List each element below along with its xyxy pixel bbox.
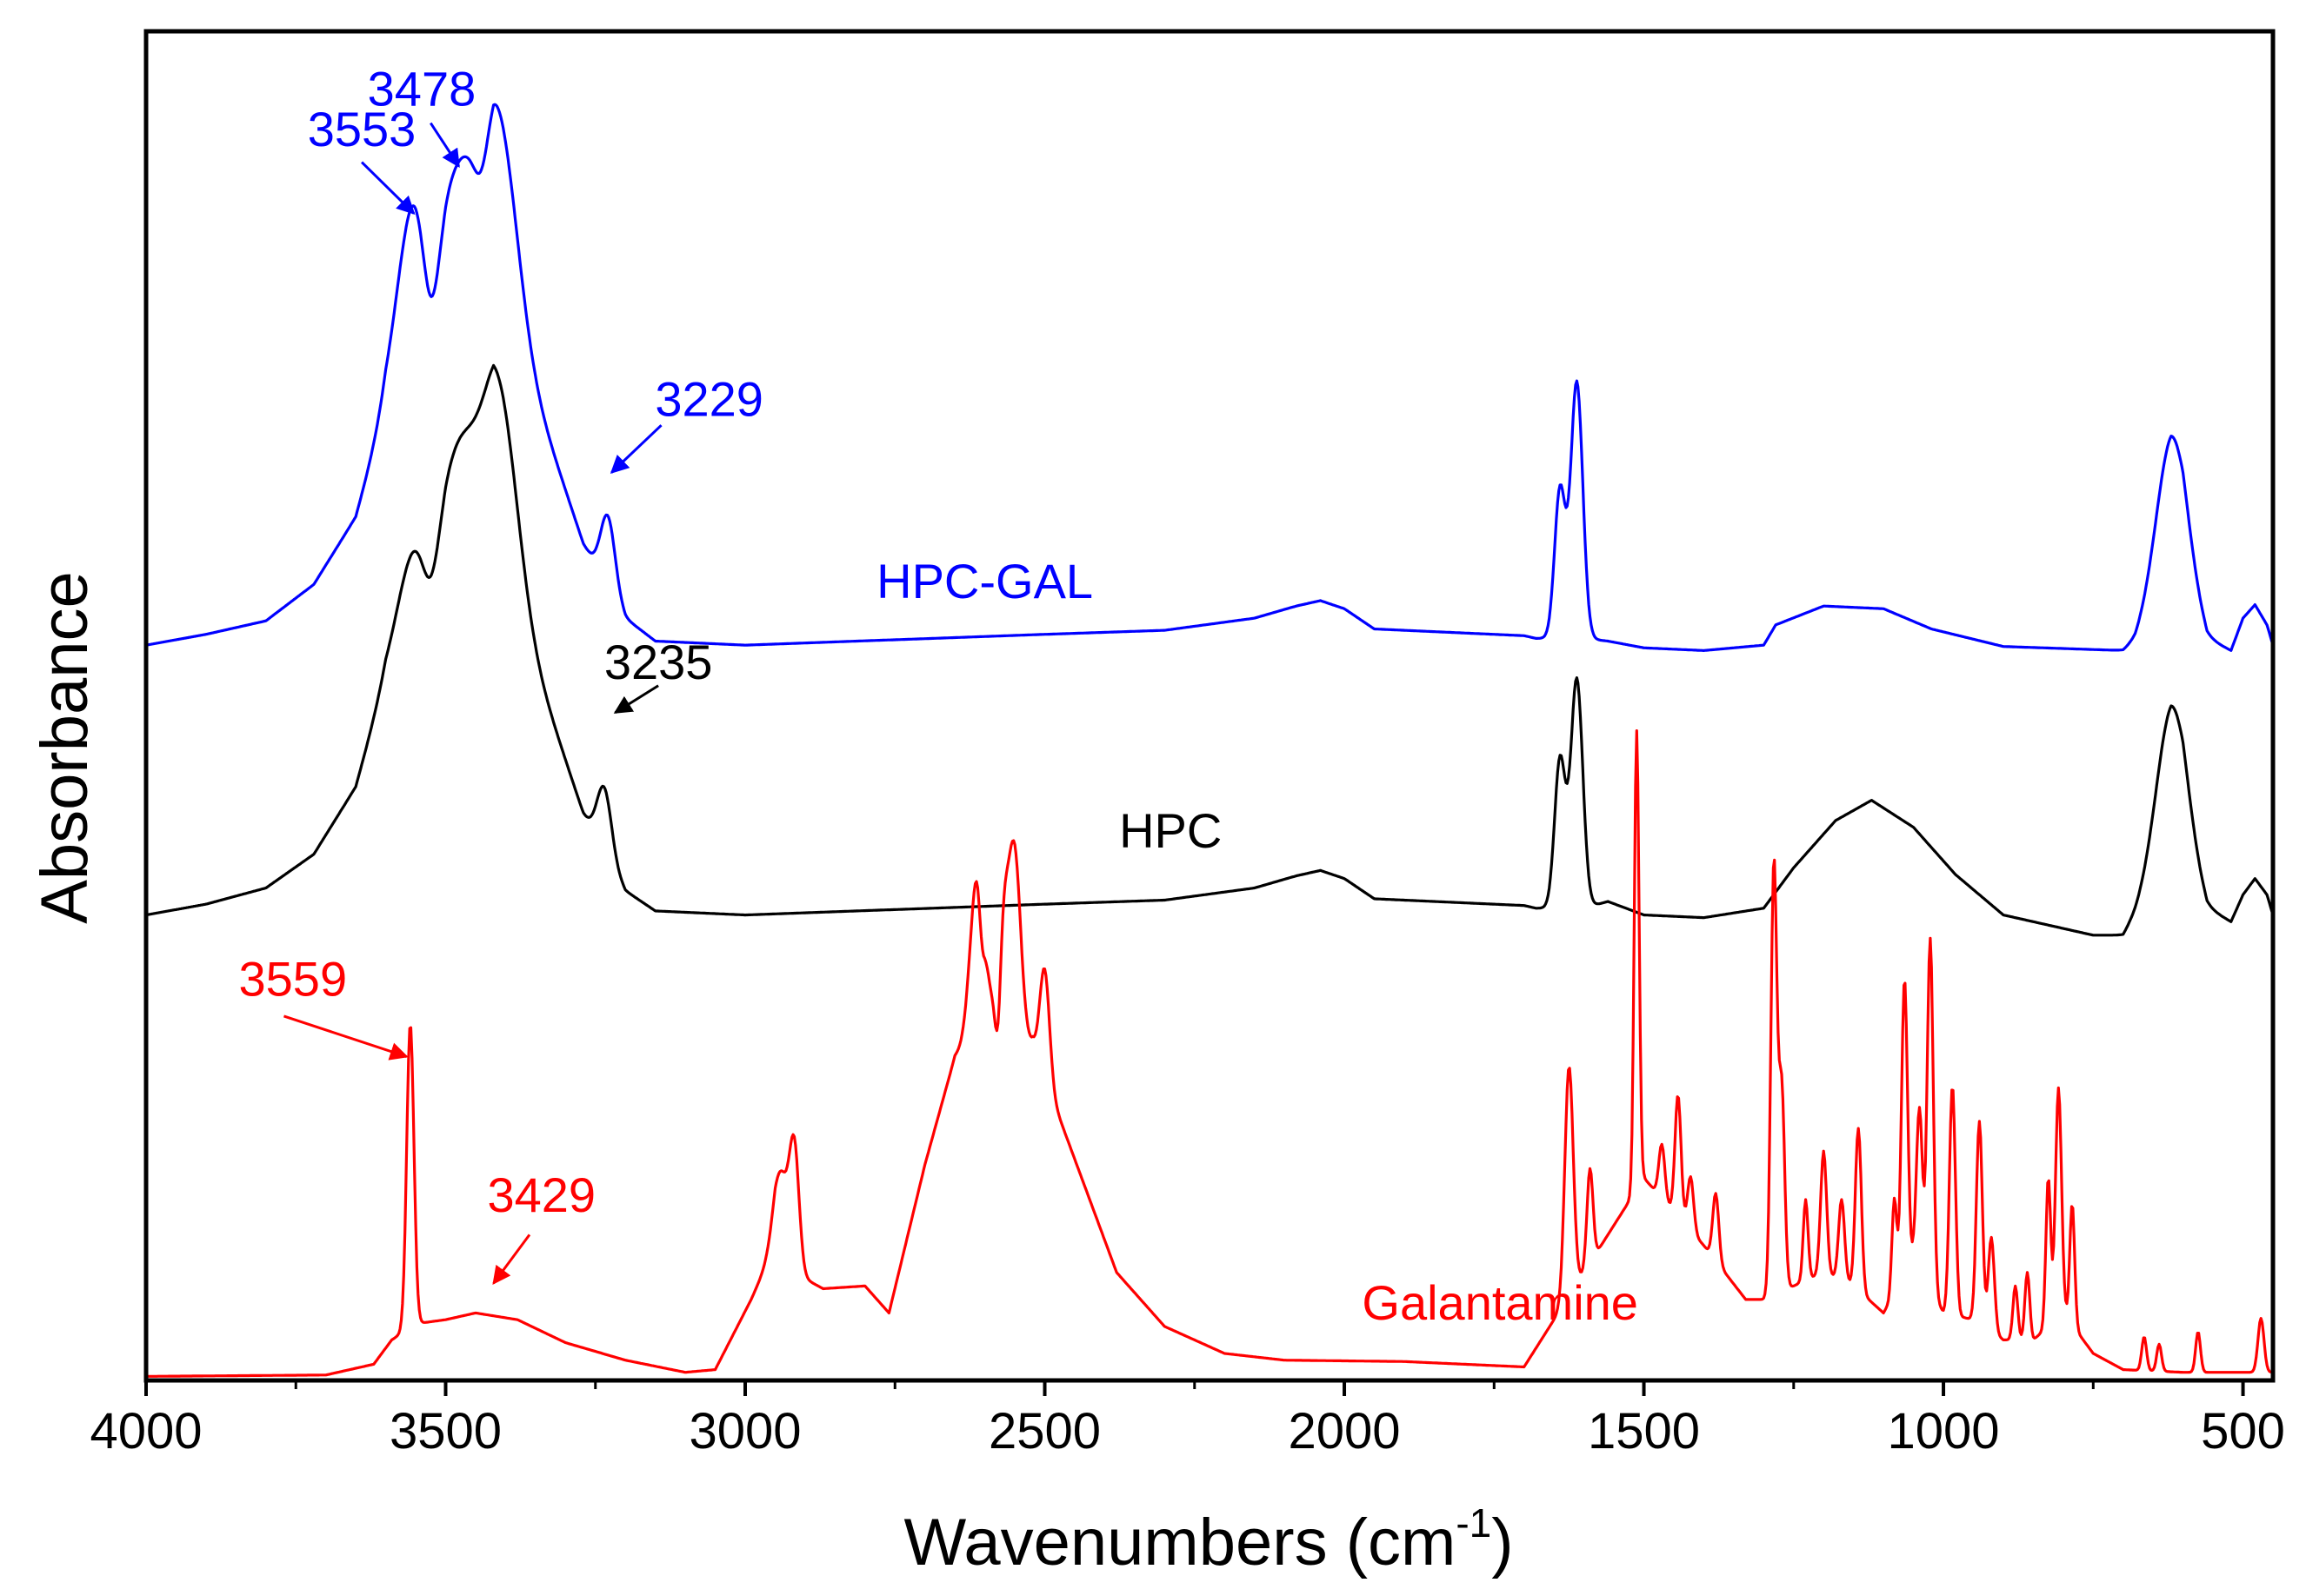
x-tick-label: 2500 [989, 1403, 1101, 1460]
x-tick-label: 4000 [90, 1403, 202, 1460]
x-axis-ticks: 4000 3500 3000 2500 2000 1500 1000 500 [90, 1380, 2285, 1460]
plot-frame [143, 29, 2276, 1383]
x-tick-label: 2000 [1289, 1403, 1401, 1460]
x-tick-label: 1000 [1888, 1403, 2000, 1460]
series-line-hpc [145, 363, 2275, 937]
x-axis-title: Wavenumbers (cm-1) [903, 1500, 1513, 1579]
annotation-arrow-3235 [613, 684, 659, 715]
annotation-arrow-3229 [610, 424, 663, 474]
annotation-label-3429: 3429 [487, 1167, 596, 1222]
spectra-curves: HPC-GAL HPC Galantamine [145, 103, 2275, 1378]
x-axis-title-superscript: -1 [1456, 1500, 1491, 1546]
annotation-arrow-3553 [360, 161, 416, 215]
series-line-hpc-gal [145, 103, 2275, 652]
annotation-arrow-3559 [283, 1014, 409, 1061]
x-tick-label: 3500 [390, 1403, 502, 1460]
series-label-galantamine: Galantamine [1362, 1275, 1638, 1330]
y-axis-title: Absorbance [28, 571, 102, 924]
x-tick-label: 3000 [689, 1403, 801, 1460]
annotation-label-3229: 3229 [655, 371, 763, 426]
annotation-label-3235: 3235 [604, 635, 713, 689]
series-label-hpc-gal: HPC-GAL [876, 554, 1093, 608]
x-axis-title-main: Wavenumbers (cm [903, 1506, 1456, 1579]
annotation-label-3559: 3559 [239, 952, 348, 1007]
annotation-arrow-3478 [430, 122, 460, 168]
annotation-label-3478: 3478 [368, 61, 477, 116]
series-label-hpc: HPC [1119, 803, 1222, 858]
annotation-arrow-3429 [492, 1234, 531, 1285]
annotation-label-3553: 3553 [308, 102, 417, 156]
x-axis-title-close: ) [1491, 1506, 1513, 1579]
x-tick-label: 500 [2201, 1403, 2285, 1460]
series-line-galantamine [145, 729, 2274, 1378]
x-tick-label: 1500 [1588, 1403, 1700, 1460]
